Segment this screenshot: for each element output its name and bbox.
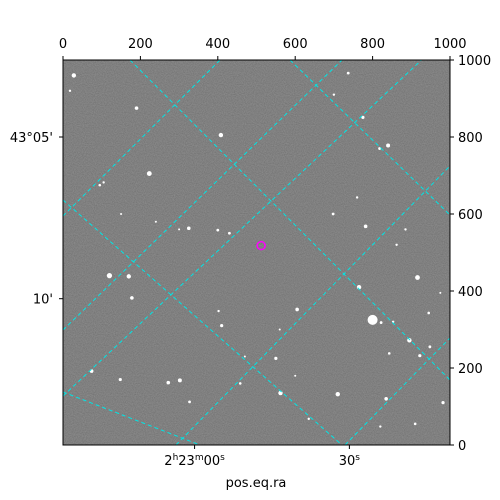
left-dec-axis: 43°05' 10'	[10, 131, 63, 308]
star	[346, 71, 350, 75]
star	[439, 291, 442, 294]
star	[278, 328, 281, 331]
star	[379, 321, 383, 324]
star	[146, 171, 152, 176]
star	[363, 224, 368, 229]
star	[228, 231, 231, 235]
bottom-tick-label: 2h23m00s	[164, 453, 225, 469]
right-tick-label: 400	[458, 285, 483, 300]
star	[106, 273, 113, 279]
star	[188, 400, 191, 404]
star	[154, 220, 157, 223]
bottom-tick-label: 30s	[339, 453, 361, 469]
top-pixel-axis: 0 200 400 600 800 1000	[59, 37, 467, 60]
star	[378, 147, 381, 150]
grid-line	[344, 337, 450, 445]
star	[404, 228, 407, 231]
star	[428, 345, 432, 349]
right-tick-label: 600	[458, 208, 483, 223]
star	[361, 115, 365, 119]
star	[177, 378, 182, 383]
grid-line	[175, 165, 450, 445]
star	[130, 296, 134, 300]
plot-frame	[62, 59, 451, 446]
star	[452, 203, 455, 206]
coordinate-grid	[63, 60, 450, 445]
star	[332, 93, 336, 96]
top-tick-label: 1000	[433, 37, 466, 52]
star	[451, 320, 454, 323]
right-tick-label: 200	[458, 362, 483, 377]
left-tick-label: 43°05'	[10, 131, 53, 146]
star	[120, 213, 123, 215]
grid-line	[63, 199, 343, 445]
star	[386, 143, 391, 148]
star	[98, 183, 102, 187]
grid-line	[63, 391, 201, 445]
grid-line	[63, 60, 343, 331]
star	[355, 196, 359, 199]
top-tick-label: 800	[360, 37, 385, 52]
bottom-ra-axis: 2h23m00s 30s	[164, 445, 360, 469]
right-tick-label: 800	[458, 131, 483, 146]
star	[294, 374, 297, 377]
star	[387, 352, 391, 355]
star	[395, 243, 398, 246]
star	[335, 391, 340, 397]
x-axis-title: pos.eq.ra	[226, 476, 287, 491]
star	[243, 355, 246, 358]
right-tick-label: 1000	[458, 54, 491, 69]
star	[218, 132, 224, 138]
star	[71, 73, 77, 78]
star	[238, 382, 242, 385]
star	[68, 89, 72, 93]
star	[427, 311, 431, 315]
star	[441, 401, 445, 405]
star	[379, 425, 382, 428]
sky-image-noise	[63, 60, 450, 445]
right-pixel-axis: 0 200 400 600 800 1000	[450, 54, 491, 454]
grid-line	[129, 60, 450, 381]
star	[384, 397, 388, 401]
star	[217, 309, 220, 313]
star	[415, 275, 420, 280]
star	[134, 106, 139, 110]
star	[413, 422, 417, 426]
top-tick-label: 400	[205, 37, 230, 52]
star	[453, 267, 455, 269]
star	[367, 314, 378, 325]
star	[178, 228, 181, 231]
star	[274, 356, 278, 360]
star	[220, 324, 224, 328]
top-tick-label: 200	[128, 37, 153, 52]
star	[118, 377, 122, 382]
top-tick-label: 0	[59, 37, 67, 52]
star	[102, 181, 105, 184]
grid-line	[63, 60, 221, 217]
star	[418, 354, 422, 358]
left-tick-label: 10'	[33, 293, 53, 308]
star	[166, 380, 171, 385]
star	[407, 338, 412, 343]
star	[331, 212, 335, 216]
target-marker-layer	[256, 240, 266, 251]
star	[126, 274, 131, 279]
top-tick-label: 600	[283, 37, 308, 52]
star	[307, 417, 310, 421]
target-marker	[256, 240, 266, 251]
right-tick-label: 0	[458, 439, 466, 454]
grid-line	[289, 60, 450, 216]
star	[186, 226, 191, 231]
star	[216, 228, 220, 232]
star	[295, 307, 299, 312]
